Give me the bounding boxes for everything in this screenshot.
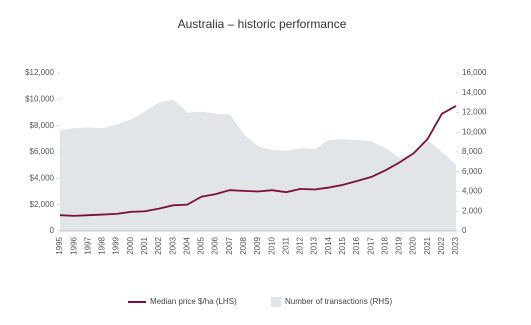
x-tick-label: 2006 [211, 236, 220, 254]
y-tick-label: $12,000 [25, 68, 54, 77]
x-tick-label: 2022 [437, 236, 446, 254]
y2-tick-label: 6,000 [462, 167, 483, 176]
x-tick-label: 2021 [423, 236, 432, 254]
x-tick-label: 2016 [352, 236, 361, 254]
y2-tick-label: 2,000 [462, 206, 483, 215]
y-tick-label: 0 [50, 226, 55, 235]
y2-tick-label: 10,000 [462, 127, 487, 136]
y2-tick-label: 0 [462, 226, 467, 235]
x-tick-label: 2015 [338, 236, 347, 254]
x-tick-label: 1999 [112, 236, 121, 254]
y-tick-label: $2,000 [30, 200, 55, 209]
x-tick-label: 1998 [98, 236, 107, 254]
y2-tick-label: 12,000 [462, 108, 487, 117]
area [60, 99, 456, 231]
x-tick-label: 2023 [451, 236, 460, 254]
x-tick-label: 2002 [154, 236, 163, 254]
x-tick-label: 1997 [83, 236, 92, 254]
x-tick-label: 2010 [267, 236, 276, 254]
chart-title: Australia – historic performance [178, 17, 347, 31]
x-tick-label: 2004 [182, 236, 191, 254]
x-tick-label: 2001 [140, 236, 149, 254]
y2-tick-label: 4,000 [462, 187, 483, 196]
legend-label: Number of transactions (RHS) [285, 297, 392, 306]
x-tick-label: 2013 [310, 236, 319, 254]
x-tick-label: 2017 [366, 236, 375, 254]
x-tick-label: 2007 [225, 236, 234, 254]
y2-tick-label: 16,000 [462, 68, 487, 77]
y-tick-label: $8,000 [30, 121, 55, 130]
x-tick-label: 2012 [296, 236, 305, 254]
x-tick-label: 2008 [239, 236, 248, 254]
x-tick-label: 2003 [168, 236, 177, 254]
x-tick-label: 2018 [380, 236, 389, 254]
x-tick-label: 2000 [126, 236, 135, 254]
line [59, 105, 457, 217]
x-tick-label: 2019 [395, 236, 404, 254]
x-tick-label: 2014 [324, 236, 333, 254]
y-tick-label: $6,000 [30, 147, 55, 156]
legend-label: Median price $/ha (LHS) [150, 297, 237, 306]
x-tick-label: 1996 [69, 236, 78, 254]
y-tick-label: $4,000 [30, 173, 55, 182]
x-tick-label: 2011 [281, 236, 290, 254]
x-tick-label: 2005 [197, 236, 206, 254]
y2-tick-label: 14,000 [462, 88, 487, 97]
x-tick-label: 2020 [409, 236, 418, 254]
legend-swatch [271, 297, 281, 307]
y-tick-label: $10,000 [25, 94, 54, 103]
x-tick-label: 1995 [55, 236, 64, 254]
x-tick-label: 2009 [253, 236, 262, 254]
y2-tick-label: 8,000 [462, 147, 483, 156]
